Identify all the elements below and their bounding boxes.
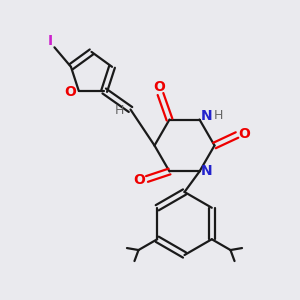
Text: O: O	[64, 85, 76, 100]
Text: I: I	[47, 34, 52, 48]
Text: H: H	[114, 104, 124, 118]
Text: O: O	[238, 127, 250, 140]
Text: N: N	[201, 164, 213, 178]
Text: H: H	[213, 110, 223, 122]
Text: O: O	[153, 80, 165, 94]
Text: O: O	[134, 173, 146, 188]
Text: N: N	[201, 109, 213, 123]
